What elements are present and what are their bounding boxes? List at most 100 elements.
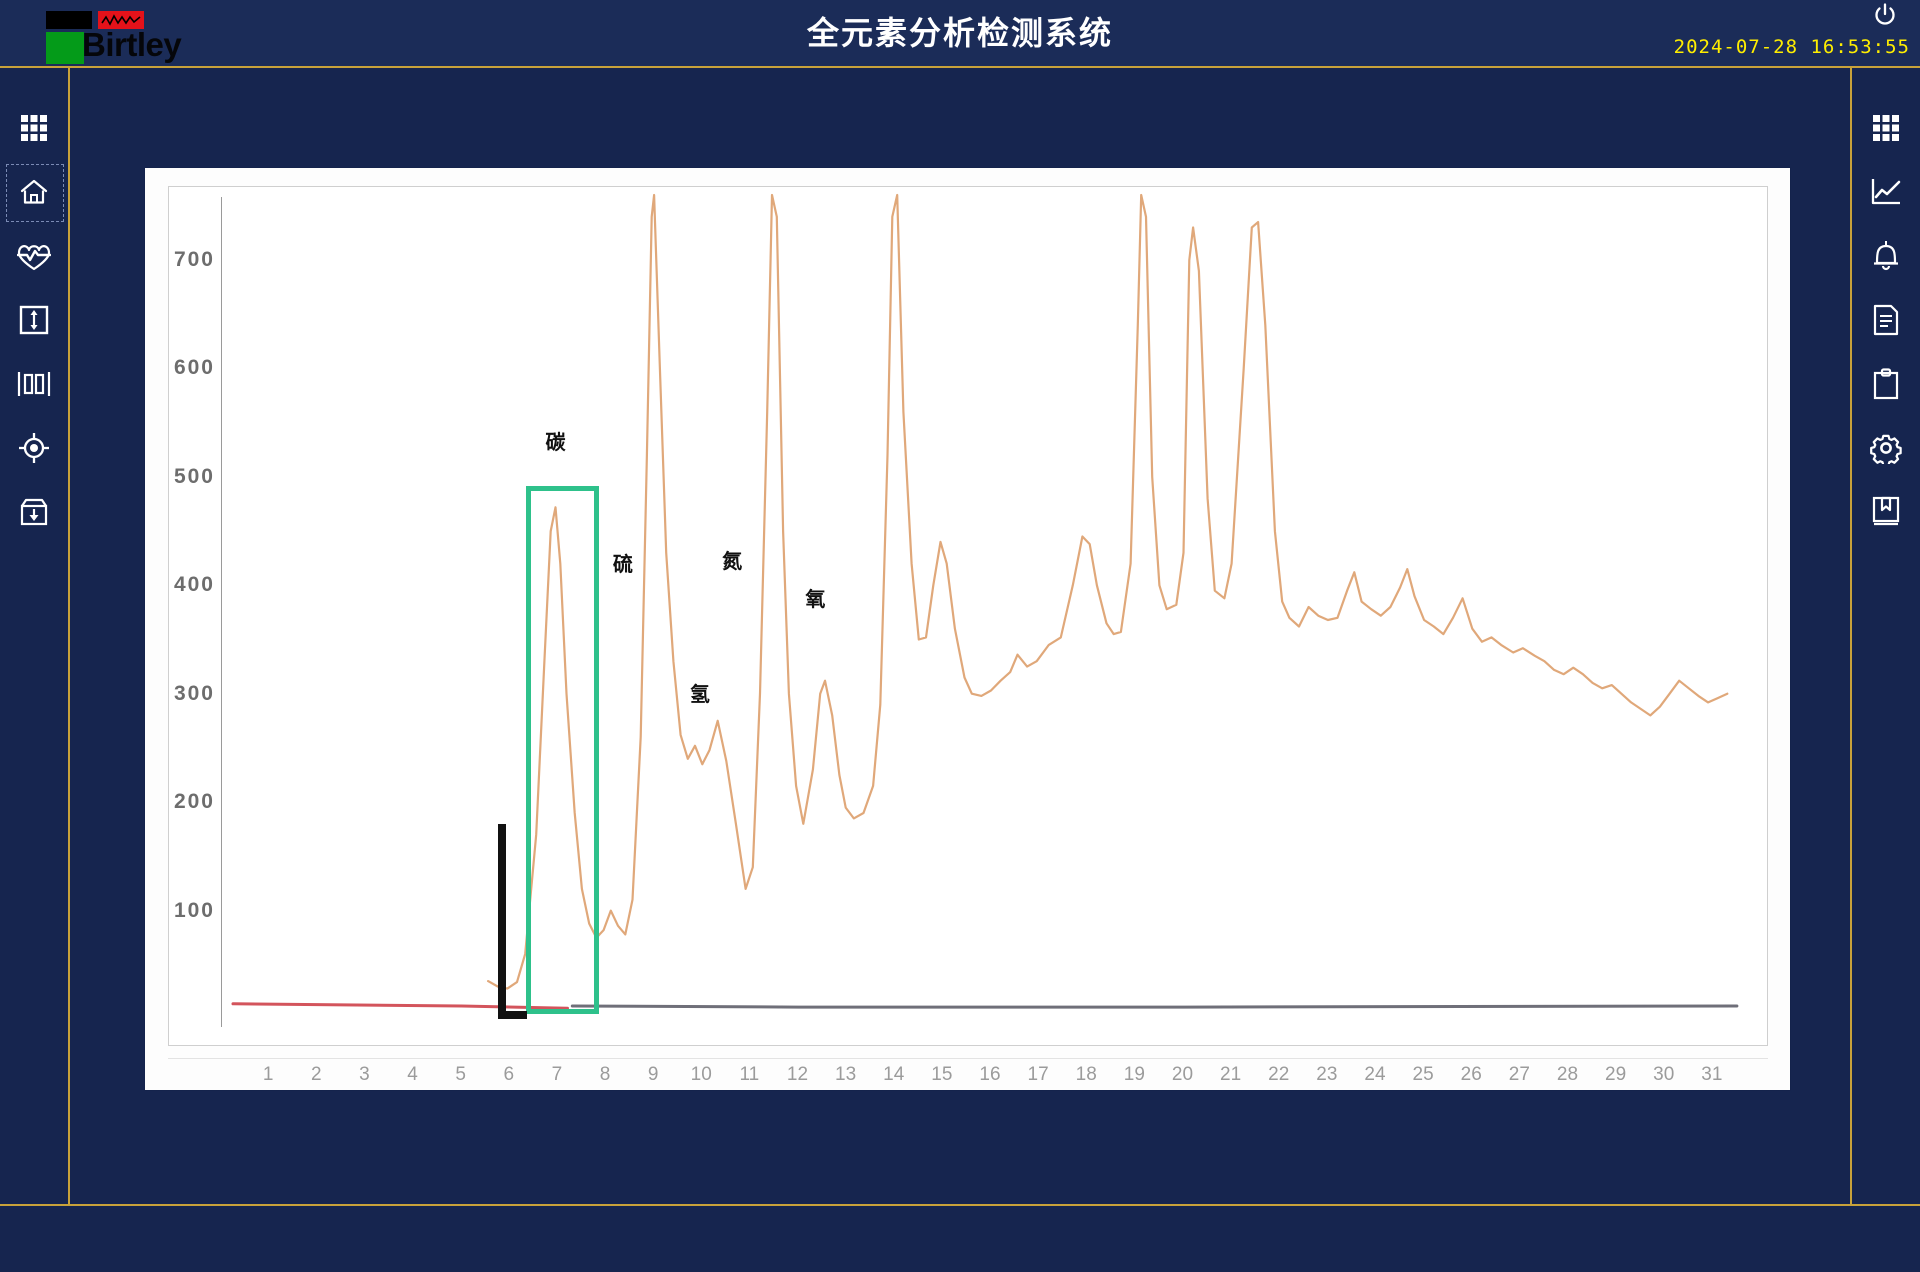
measure-bracket[interactable]: [497, 823, 527, 1019]
power-icon[interactable]: [1872, 2, 1898, 28]
x-axis-tick-label: 21: [1220, 1064, 1242, 1085]
x-axis-tick-label: 9: [647, 1064, 659, 1085]
y-axis-line: [221, 197, 222, 1027]
x-axis-tick-label: 23: [1316, 1064, 1338, 1085]
sidebar-item-statistics[interactable]: [0, 352, 68, 416]
sidebar-item-target[interactable]: [0, 416, 68, 480]
peak-label-hydrogen: 氢: [689, 681, 710, 706]
x-axis-tick-label: 8: [599, 1064, 611, 1085]
x-axis-tick-label: 13: [835, 1064, 857, 1085]
x-axis-tick-label: 10: [690, 1064, 712, 1085]
y-axis-tick-label: 700: [173, 248, 215, 272]
x-axis-tick-label: 18: [1075, 1064, 1097, 1085]
bell-icon: [1874, 241, 1898, 271]
x-axis-tick-label: 12: [786, 1064, 809, 1085]
toolbar-item-alarms[interactable]: [1852, 224, 1920, 288]
page-title: 全元素分析检测系统: [806, 14, 1113, 52]
sidebar-item-calibrate[interactable]: [0, 288, 68, 352]
x-axis-tick-label: 15: [931, 1064, 953, 1085]
clipboard-icon: [1873, 368, 1899, 400]
peak-label-carbon: 碳: [545, 430, 566, 455]
frame-bottom-divider: [0, 1204, 1920, 1206]
app-header: Birtley 全元素分析检测系统 2024-07-28 16:53:55: [0, 0, 1920, 66]
x-axis-tick-label: 31: [1701, 1064, 1723, 1085]
toolbar-item-report[interactable]: [1852, 288, 1920, 352]
left-sidebar: [0, 68, 68, 1204]
x-axis-tick-label: 7: [551, 1064, 563, 1085]
x-axis-tick-label: 14: [883, 1064, 905, 1085]
chart-series-baseline-red: [231, 1002, 569, 1010]
line-chart-icon: [1871, 179, 1901, 205]
x-axis-tick-label: 17: [1027, 1064, 1049, 1085]
home-icon: [20, 179, 48, 204]
datetime-display: 2024-07-28 16:53:55: [1673, 36, 1910, 58]
x-axis-tick-label: 26: [1460, 1064, 1482, 1085]
x-axis-tick-label: 22: [1268, 1064, 1290, 1085]
logo-waveform-icon: [101, 14, 141, 26]
peak-label-oxygen: 氧: [805, 587, 826, 612]
target-icon: [19, 433, 49, 463]
chart-panel: 100 200 300 400 500 600 700 碳硫氮氢氧 1 2 3 4 5 6 7 8 9 10 11…: [145, 168, 1790, 1090]
sidebar-item-archive[interactable]: [0, 480, 68, 544]
x-axis-tick-label: 29: [1605, 1064, 1627, 1085]
bracket-vertical: [497, 823, 506, 1019]
frame-left-divider: [68, 66, 70, 1206]
frame-top-divider: [0, 66, 1920, 68]
toolbar-item-tasks[interactable]: [1852, 352, 1920, 416]
box-download-icon: [20, 498, 48, 526]
logo-wordmark: Birtley: [82, 26, 182, 63]
x-axis-rule: [168, 1058, 1768, 1059]
y-axis-tick-label: 100: [173, 898, 215, 922]
toolbar-item-grid[interactable]: [1852, 96, 1920, 160]
frame-right-divider: [1850, 66, 1852, 1206]
grid-icon: [21, 115, 47, 141]
bracket-horizontal: [497, 1010, 527, 1019]
x-axis-tick-label: 3: [359, 1064, 370, 1085]
chart-canvas: 100 200 300 400 500 600 700 碳硫 氮氢 氧: [169, 187, 1769, 1047]
x-axis-tick-label: 1: [262, 1064, 274, 1085]
x-axis-tick-label: 27: [1508, 1064, 1530, 1085]
gear-icon: [1870, 434, 1902, 464]
y-axis-tick-label: 400: [173, 573, 215, 597]
x-axis-tick-label: 20: [1171, 1064, 1194, 1085]
toolbar-item-settings[interactable]: [1852, 416, 1920, 480]
logo-red-block: [98, 11, 144, 29]
right-toolbar: [1852, 68, 1920, 1204]
sidebar-item-home[interactable]: [0, 160, 68, 224]
chart-series-baseline-grey: [570, 1004, 1739, 1009]
x-axis-tick-label: 25: [1412, 1064, 1434, 1085]
updown-arrows-icon: [19, 305, 49, 335]
peak-label-sulfur: 硫: [612, 551, 633, 576]
y-axis-tick-label: 500: [173, 464, 215, 488]
carbon-selection-rectangle[interactable]: [525, 485, 599, 1014]
document-icon: [1873, 304, 1899, 336]
peak-label-nitrogen: 氮: [722, 549, 743, 574]
grid-icon: [1873, 115, 1899, 141]
toolbar-item-trend[interactable]: [1852, 160, 1920, 224]
chart-series-spectrum: [487, 193, 1729, 990]
brand-logo: Birtley: [22, 6, 182, 64]
logo-black-block: [46, 11, 92, 29]
x-axis-tick-label: 30: [1653, 1064, 1675, 1085]
book-icon: [1872, 496, 1900, 526]
x-axis-tick-label: 11: [739, 1064, 760, 1085]
toolbar-item-manual[interactable]: [1852, 480, 1920, 544]
logo-green-block: [46, 32, 84, 64]
x-axis-ticks: 1 2 3 4 5 6 7 8 9 10 11 12 13 14 15 16 17 18 19 20 21 22 23 24 2…: [168, 1064, 1768, 1104]
x-axis-tick-label: 28: [1556, 1064, 1579, 1085]
sidebar-item-monitor[interactable]: [0, 224, 68, 288]
bar-chart-icon: [17, 372, 51, 396]
x-axis-tick-label: 19: [1123, 1064, 1145, 1085]
x-axis-tick-label: 4: [407, 1064, 418, 1085]
y-axis-tick-label: 200: [173, 790, 215, 814]
x-axis-tick-label: 24: [1364, 1064, 1386, 1085]
y-axis-tick-label: 600: [173, 356, 215, 380]
chart-plot-area[interactable]: 100 200 300 400 500 600 700 碳硫 氮氢 氧: [168, 186, 1768, 1046]
sidebar-item-grid[interactable]: [0, 96, 68, 160]
pulse-icon: [17, 245, 51, 271]
x-axis-tick-label: 16: [979, 1064, 1001, 1085]
x-axis-tick-label: 2: [310, 1064, 322, 1085]
x-axis-tick-label: 5: [455, 1064, 466, 1085]
y-axis-tick-label: 300: [173, 681, 215, 705]
